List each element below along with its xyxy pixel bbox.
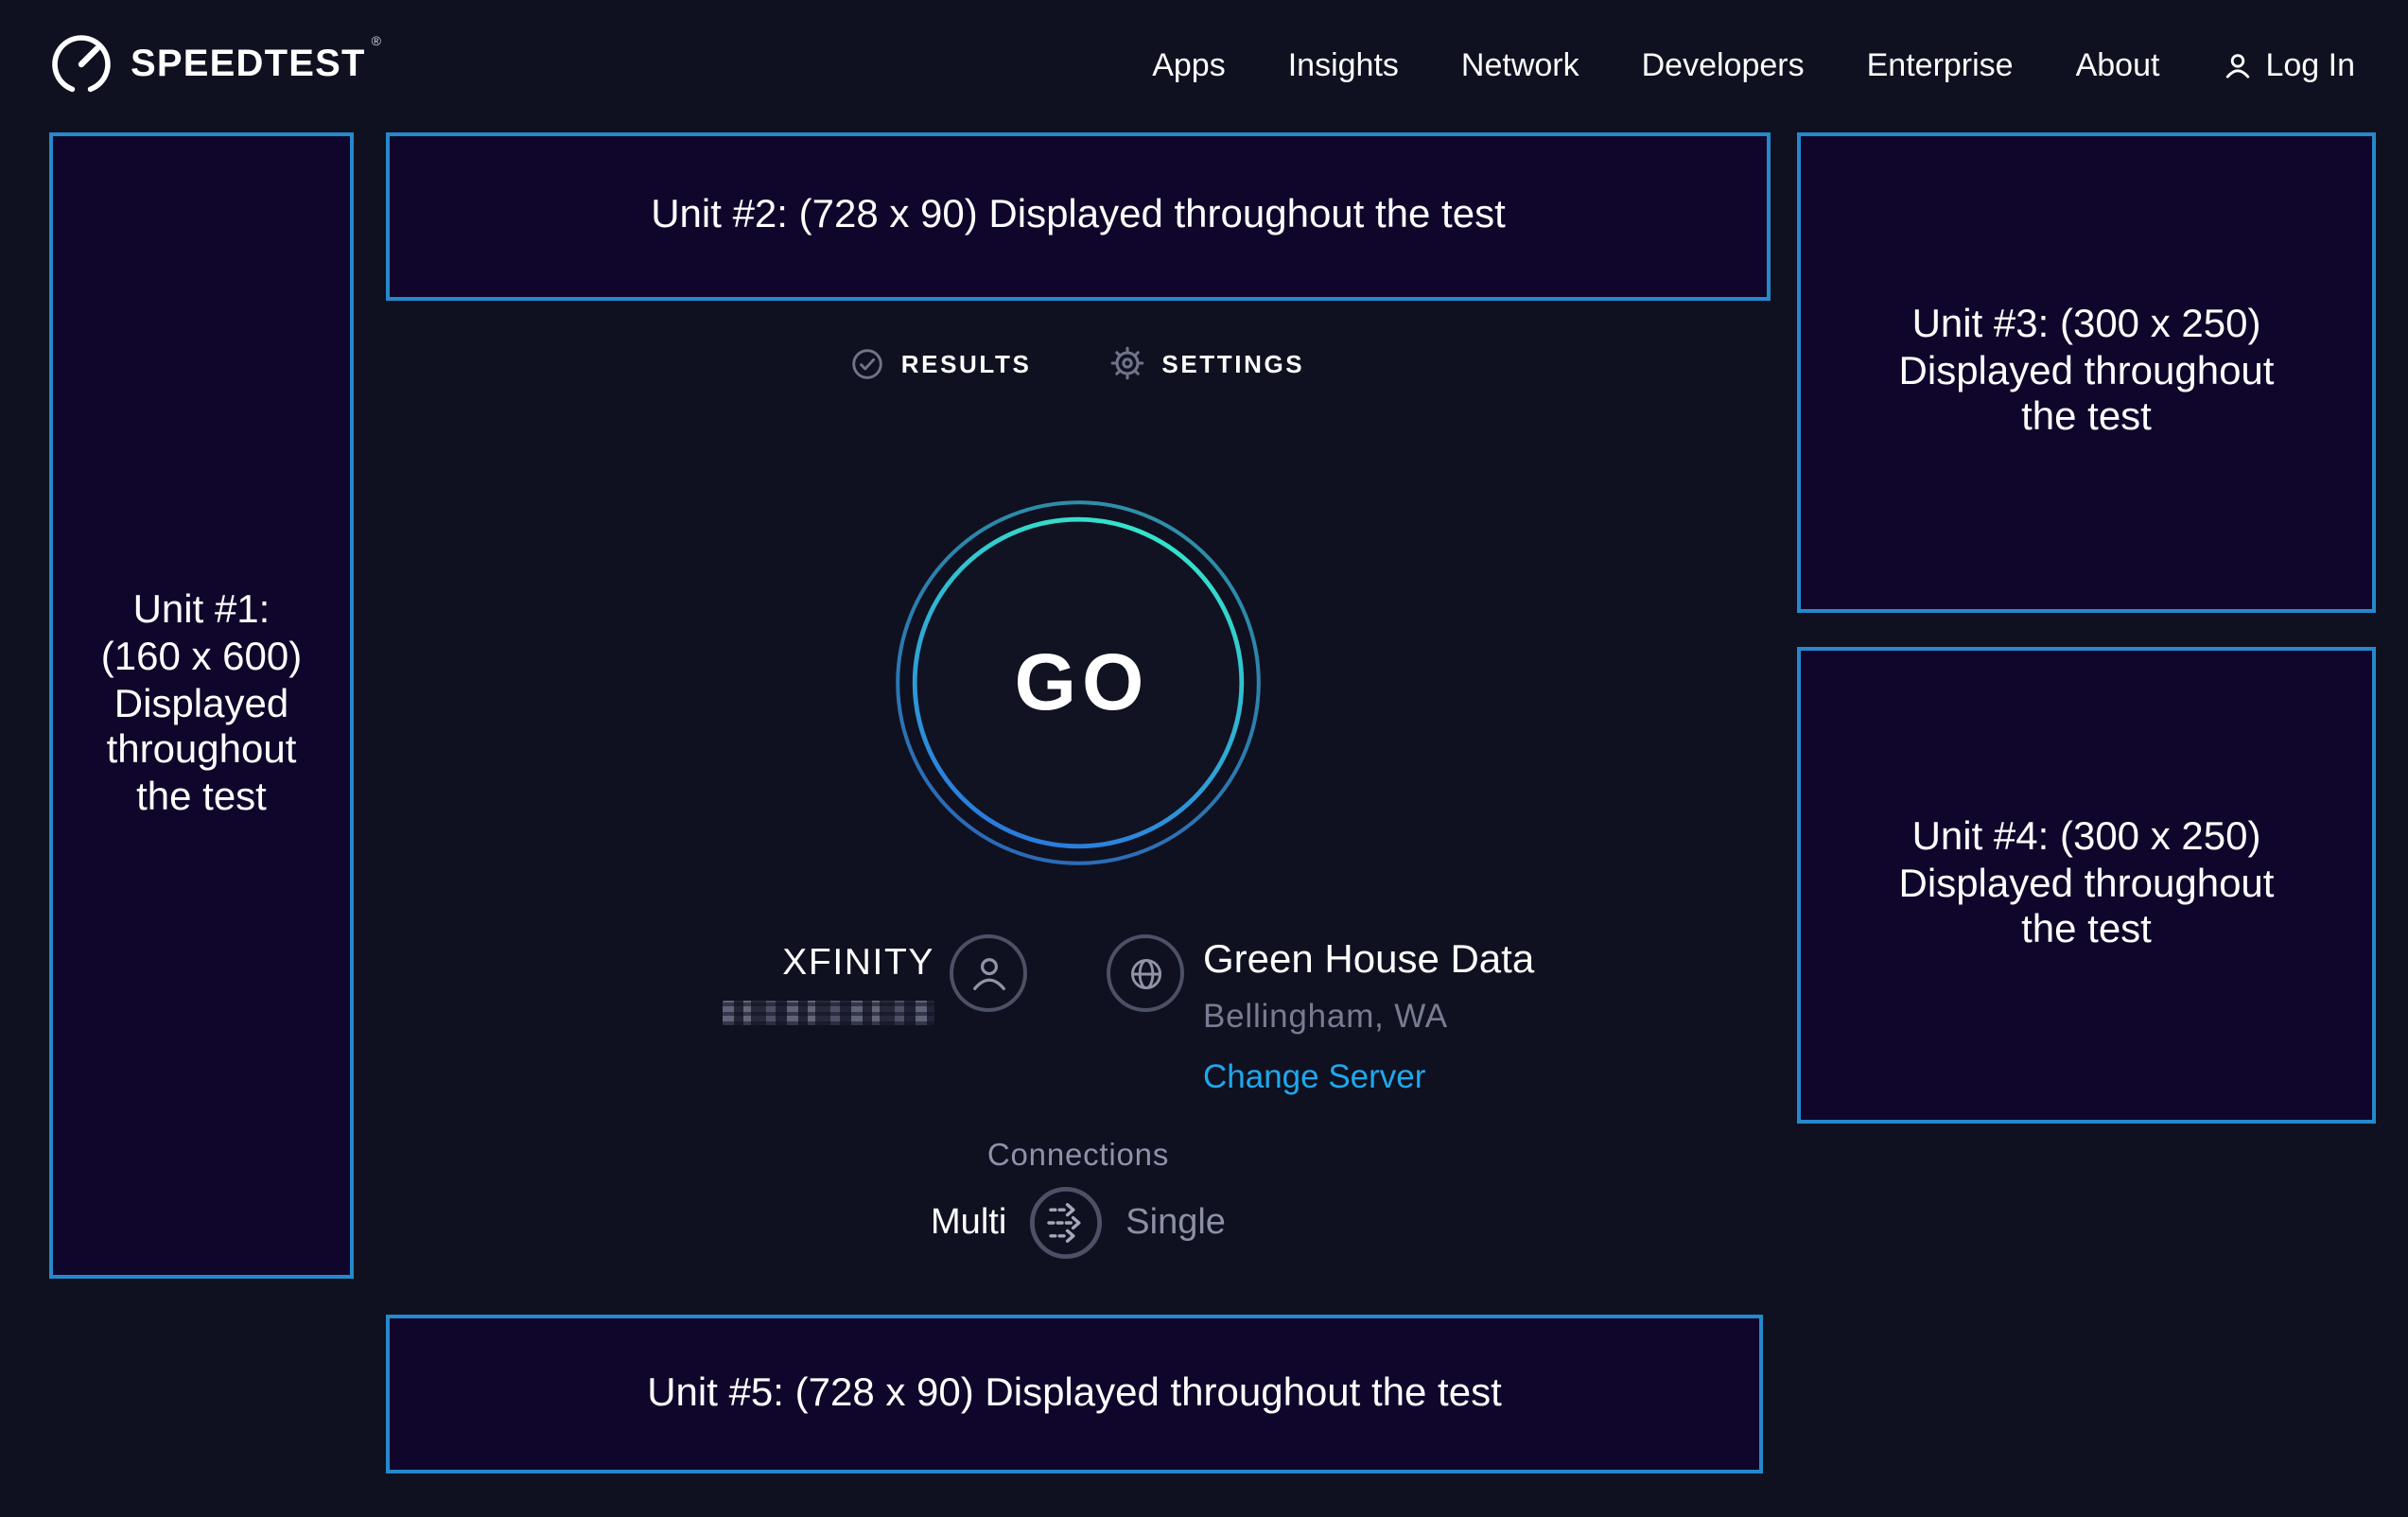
server-info: Green House Data Bellingham, WA Change S… — [1203, 938, 1544, 1097]
tab-results-label: RESULTS — [900, 349, 1032, 377]
change-server-link[interactable]: Change Server — [1203, 1057, 1426, 1095]
ad-unit-5-text: Unit #5: (728 x 90) Displayed throughout… — [647, 1370, 1502, 1415]
ad-unit-4[interactable]: Unit #4: (300 x 250) Displayed throughou… — [1797, 647, 2376, 1124]
isp-user-circle-icon — [950, 934, 1027, 1012]
connection-info-row: XFINITY Green House Data Bellingham, WA … — [386, 934, 1771, 1097]
globe-icon — [1129, 957, 1161, 989]
server-name: Green House Data — [1203, 938, 1535, 982]
ad-unit-3-text: Unit #3: (300 x 250) Displayed throughou… — [1898, 302, 2275, 440]
brand-trademark: ® — [371, 36, 381, 49]
connection-mode-multi[interactable]: Multi — [931, 1202, 1007, 1242]
tab-settings-label: SETTINGS — [1161, 349, 1305, 377]
connection-mode-single[interactable]: Single — [1125, 1202, 1226, 1242]
gear-icon — [1111, 346, 1144, 380]
speedtest-logo[interactable]: SPEEDTEST ® — [49, 32, 381, 96]
ad-unit-2-text: Unit #2: (728 x 90) Displayed throughout… — [651, 193, 1506, 237]
ad-unit-5[interactable]: Unit #5: (728 x 90) Displayed throughout… — [386, 1315, 1763, 1473]
server-location: Bellingham, WA — [1203, 997, 1448, 1035]
nav-item-about[interactable]: About — [2075, 47, 2160, 83]
tab-bar: RESULTS SETTINGS — [386, 346, 1771, 380]
login-button[interactable]: Log In — [2222, 47, 2355, 85]
multi-arrows-icon — [1030, 1187, 1103, 1259]
connections-label: Connections — [986, 1139, 1170, 1173]
ad-unit-2[interactable]: Unit #2: (728 x 90) Displayed throughout… — [386, 132, 1771, 301]
person-icon — [972, 957, 1004, 989]
redacted-ip — [723, 1001, 934, 1025]
server-globe-circle-icon — [1107, 934, 1184, 1012]
check-circle-icon — [853, 348, 883, 378]
login-label: Log In — [2265, 47, 2355, 83]
nav-item-apps[interactable]: Apps — [1152, 47, 1226, 83]
user-icon — [2225, 54, 2249, 78]
ad-unit-4-text: Unit #4: (300 x 250) Displayed throughou… — [1898, 814, 2275, 952]
ad-unit-1[interactable]: Unit #1: (160 x 600) Displayed throughou… — [49, 132, 354, 1279]
top-nav: SPEEDTEST ® Apps Insights Network Develo… — [0, 0, 2408, 132]
ad-unit-3[interactable]: Unit #3: (300 x 250) Displayed throughou… — [1797, 132, 2376, 613]
tab-settings[interactable]: SETTINGS — [1110, 346, 1304, 380]
nav-item-developers[interactable]: Developers — [1641, 47, 1805, 83]
nav-item-enterprise[interactable]: Enterprise — [1866, 47, 2014, 83]
nav-item-network[interactable]: Network — [1460, 47, 1579, 83]
go-rings — [896, 500, 1261, 865]
connections-toggle[interactable] — [1027, 1184, 1105, 1262]
ad-unit-1-text: Unit #1: (160 x 600) Displayed throughou… — [100, 588, 303, 820]
go-label: GO — [1014, 637, 1150, 726]
brand-name: SPEEDTEST — [131, 43, 366, 84]
isp-name: XFINITY — [782, 942, 934, 984]
connections-switch-row: Multi Single — [386, 1184, 1771, 1262]
speedometer-icon — [52, 35, 111, 93]
primary-nav: Apps Insights Network Developers Enterpr… — [1152, 0, 2355, 132]
tab-results[interactable]: RESULTS — [852, 346, 1032, 380]
nav-item-insights[interactable]: Insights — [1287, 47, 1399, 83]
go-button[interactable]: GO — [893, 497, 1264, 868]
isp-info: XFINITY — [613, 942, 934, 1025]
